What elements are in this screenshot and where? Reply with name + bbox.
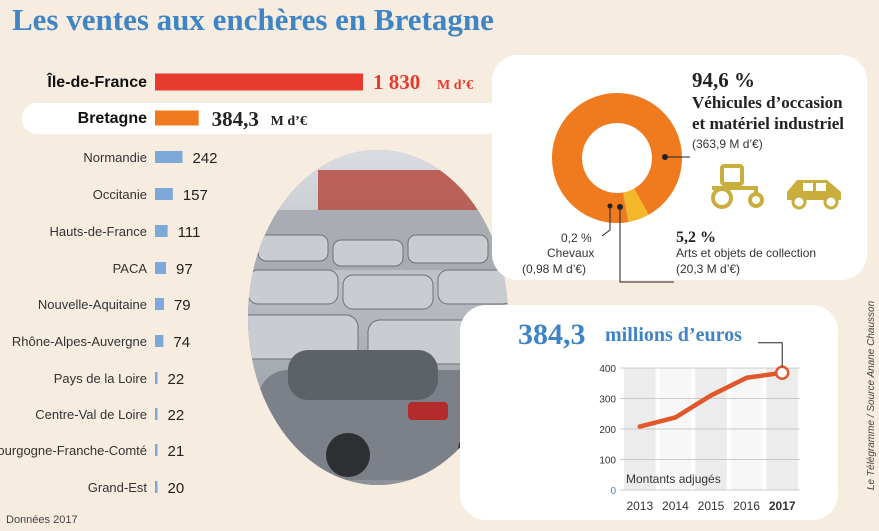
headline-leader-line [758,342,783,367]
bar-10 [155,444,158,456]
y-tick-0: 0 [610,486,616,497]
page-title: Les ventes aux enchères en Bretagne [12,2,494,37]
y-tick-1: 100 [599,456,616,467]
bar-4 [155,225,168,237]
slice-vehicles-amount: (363,9 M d’€) [692,137,763,151]
x-tick-2: 2015 [698,499,725,513]
slice-vehicles-pct: 94,6 % [692,68,755,92]
bar-value-3: 157 [183,187,208,204]
leader-line-horses [601,206,611,237]
bar-label-7: Rhône-Alpes-Auvergne [12,334,147,349]
slice-vehicles-label-2: et matériel industriel [692,114,845,133]
series-label: Montants adjugés [626,472,721,486]
bar-2 [155,151,183,163]
bar-label-6: Nouvelle-Aquitaine [38,297,147,312]
slice-arts-pct: 5,2 % [676,229,716,246]
bar-1 [155,110,199,126]
slice-vehicles-label-1: Véhicules d’occasion [692,93,843,112]
donut-slice-1 [622,188,649,222]
bar-label-4: Hauts-de-France [49,224,147,239]
bar-9 [155,408,158,420]
bar-value-6: 79 [174,297,191,314]
bar-6 [155,298,164,310]
bar-7 [155,335,164,347]
x-tick-0: 2013 [626,499,653,513]
leader-line-arts [619,207,674,283]
slice-arts-label: Arts et objets de collection [676,246,817,260]
credit-note: Le Télégramme / Source Anane Chausson [866,300,877,490]
bar-value-9: 22 [168,407,185,424]
donut-slice-0 [552,93,682,223]
bar-label-5: PACA [113,261,148,276]
bar-label-1: Bretagne [78,110,147,127]
bar-label-10: Bourgogne-Franche-Comté [0,443,147,458]
x-tick-4: 2017 [769,499,796,513]
bar-0 [155,73,363,91]
end-point-marker [774,365,790,381]
y-tick-4: 400 [599,364,616,375]
x-tick-3: 2016 [733,499,760,513]
bar-value-8: 22 [168,371,185,388]
bar-unit-1: M d’€ [271,114,307,129]
y-tick-2: 200 [599,425,616,436]
bar-8 [155,372,158,384]
trend-line [637,370,785,429]
bar-unit-0: M d’€ [437,78,473,93]
data-year-note: Données 2017 [6,514,78,526]
bar-label-0: Île-de-France [46,72,147,91]
bar-value-7: 74 [173,334,190,351]
bar-value-0: 1 830 [373,70,420,94]
bar-label-2: Normandie [83,150,147,165]
total-unit: millions d’euros [605,324,742,346]
bar-value-4: 111 [178,224,201,241]
total-value: 384,3 [518,318,586,351]
bar-label-8: Pays de la Loire [54,371,147,386]
line-chart: 0 100 200 300 400 2013 2014 2015 2016 2017 [599,342,800,513]
bar-label-9: Centre-Val de Loire [35,407,147,422]
bar-value-2: 242 [193,150,218,167]
bar-label-3: Occitanie [93,187,147,202]
slice-arts-amount: (20,3 M d’€) [676,262,741,276]
car-icon [783,172,849,217]
bar-3 [155,188,173,200]
y-tick-3: 300 [599,395,616,406]
slice-horses-label: Chevaux [547,246,595,260]
bar-5 [155,262,167,274]
tractor-icon [708,162,768,215]
slice-horses-amount: (0,98 M d’€) [522,262,587,276]
bar-value-1: 384,3 [212,107,259,131]
slice-horses-pct: 0,2 % [561,231,592,245]
donut-chart [552,93,690,283]
x-tick-1: 2014 [662,499,689,513]
bar-label-11: Grand-Est [88,480,148,495]
bar-value-11: 20 [168,480,185,497]
bretagne-highlight [22,103,502,134]
bar-value-5: 97 [176,261,193,278]
bar-11 [155,481,158,493]
bar-value-10: 21 [168,443,185,460]
